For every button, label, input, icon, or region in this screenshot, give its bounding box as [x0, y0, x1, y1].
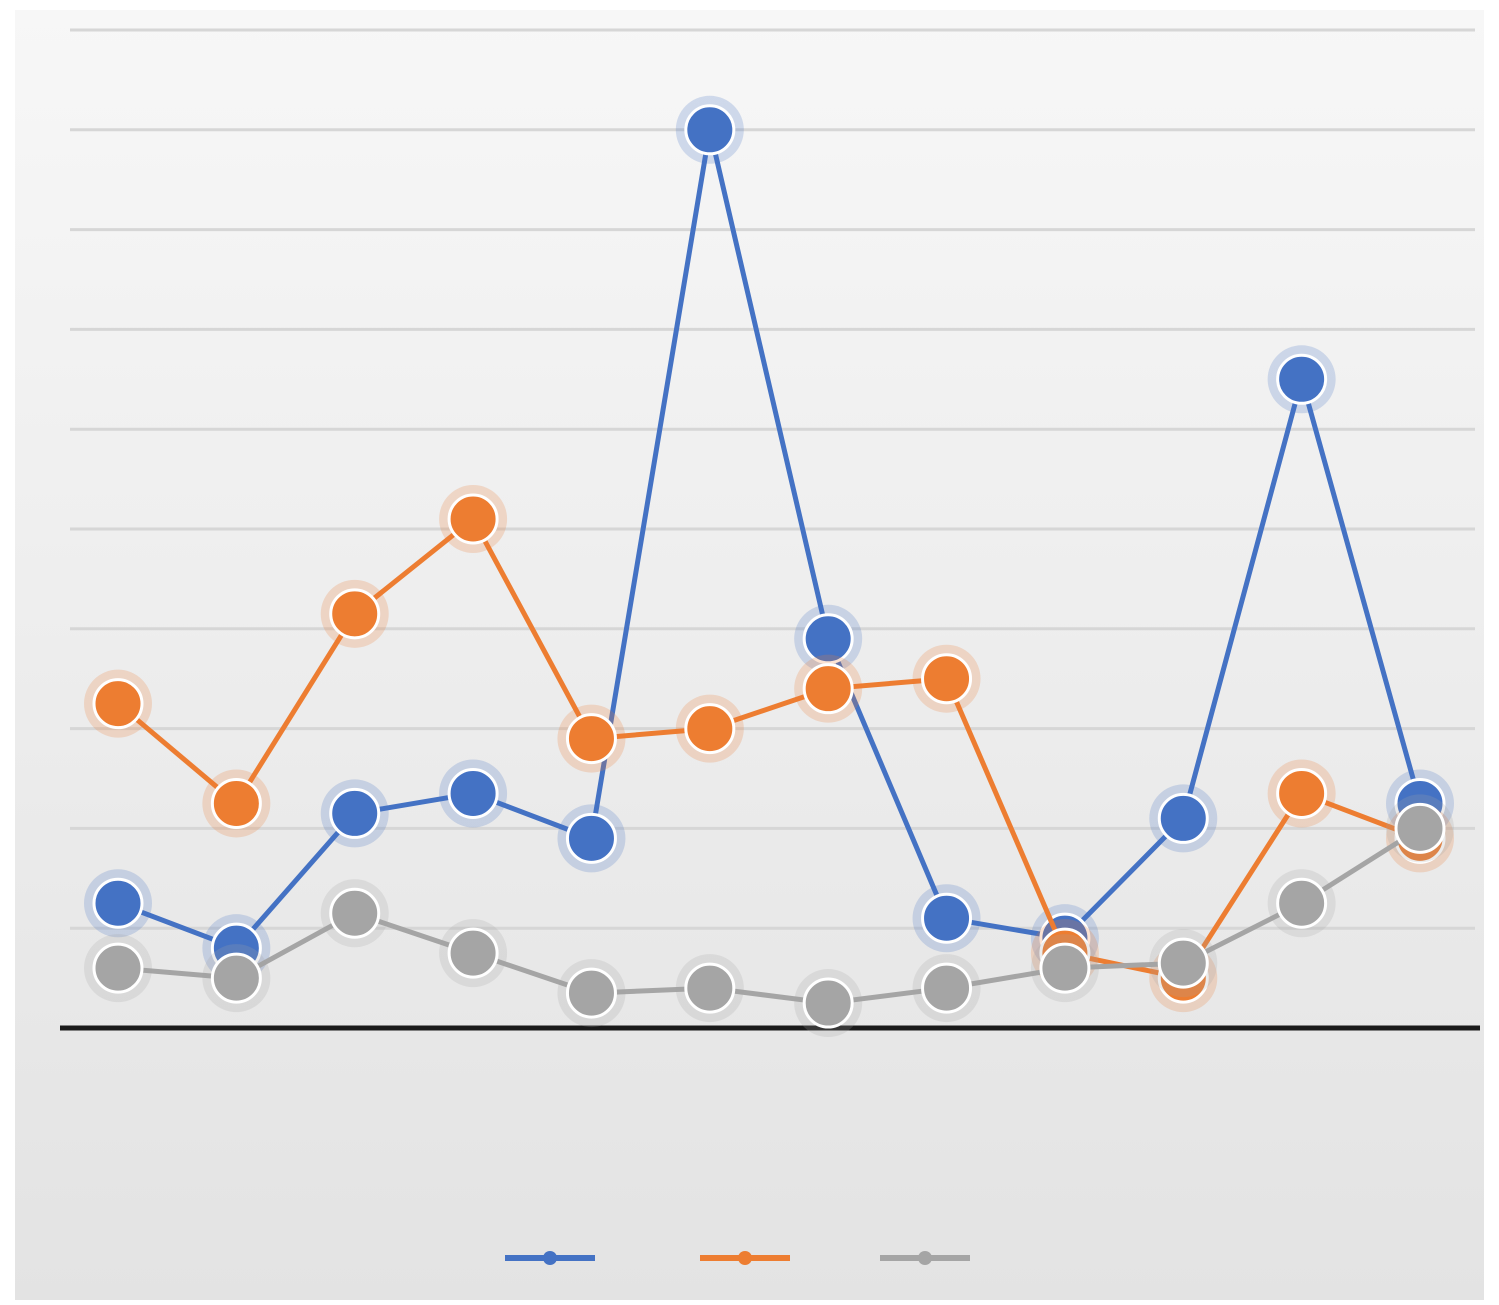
data-point: [802, 977, 854, 1029]
data-point: [802, 613, 854, 665]
data-point: [210, 952, 262, 1004]
data-point: [921, 962, 973, 1014]
data-point: [92, 678, 144, 730]
legend-marker: [738, 1251, 752, 1265]
chart-background: [15, 10, 1484, 1300]
data-point: [565, 812, 617, 864]
series-line: [117, 127, 1423, 951]
data-point: [565, 713, 617, 765]
data-point: [684, 703, 736, 755]
data-point: [921, 653, 973, 705]
data-point: [1394, 802, 1446, 854]
data-point: [329, 787, 381, 839]
data-point: [1157, 792, 1209, 844]
data-point: [329, 887, 381, 939]
data-point: [1276, 767, 1328, 819]
data-point: [1039, 942, 1091, 994]
data-point: [684, 104, 736, 156]
data-point: [1276, 353, 1328, 405]
data-point: [447, 493, 499, 545]
data-point: [684, 962, 736, 1014]
data-point: [802, 663, 854, 715]
data-point: [921, 892, 973, 944]
data-point: [329, 588, 381, 640]
data-point: [210, 777, 262, 829]
data-point: [1276, 877, 1328, 929]
data-point: [447, 767, 499, 819]
data-point: [92, 942, 144, 994]
legend-marker: [543, 1251, 557, 1265]
legend-marker: [918, 1251, 932, 1265]
data-point: [447, 927, 499, 979]
data-point: [1157, 937, 1209, 989]
data-point: [92, 877, 144, 929]
data-point: [565, 967, 617, 1019]
